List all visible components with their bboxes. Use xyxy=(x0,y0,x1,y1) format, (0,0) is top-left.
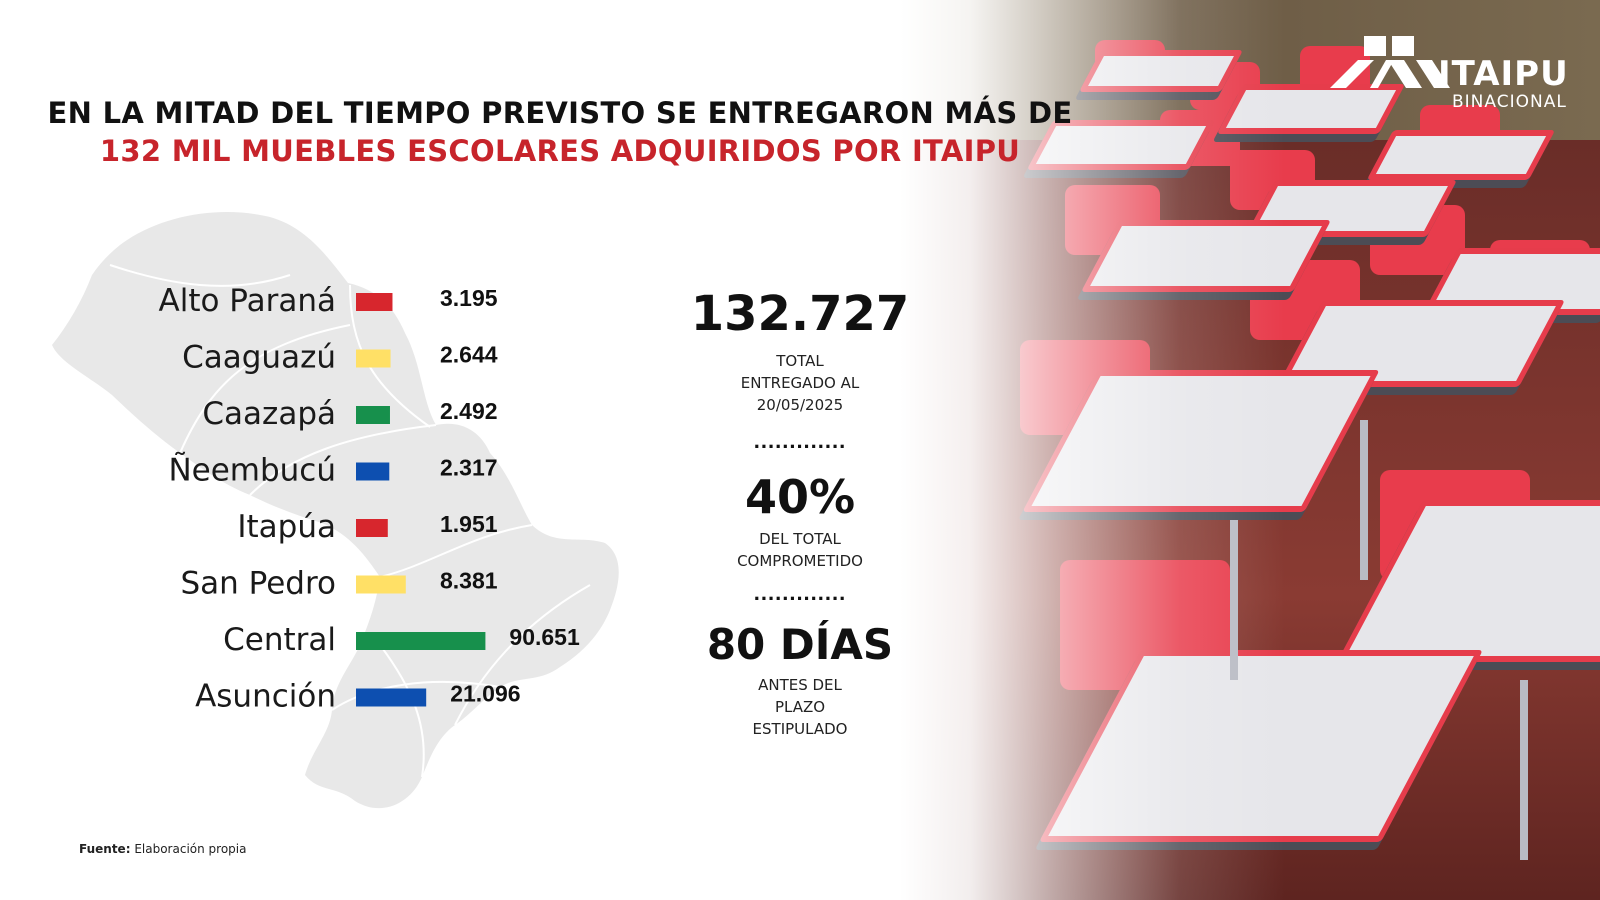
value-label: 8.381 xyxy=(440,568,498,594)
stat-percent-value: 40% xyxy=(744,470,856,524)
category-label: Caaguazú xyxy=(182,340,336,376)
separator-2: ............. xyxy=(753,580,847,605)
bar xyxy=(356,688,427,707)
value-label: 1.951 xyxy=(440,511,498,537)
itaipu-logo xyxy=(1330,36,1450,88)
category-label: Caazapá xyxy=(202,396,336,432)
bar xyxy=(356,632,486,650)
value-label: 21.096 xyxy=(450,681,520,707)
stat-total-line-1: TOTAL xyxy=(776,352,824,370)
stat-total-value: 132.727 xyxy=(690,286,910,342)
logo-subtitle: BINACIONAL xyxy=(1452,92,1567,112)
stat-total-line-3: 20/05/2025 xyxy=(756,396,844,414)
bar xyxy=(356,349,391,368)
value-label: 2.644 xyxy=(440,342,498,368)
map-shape xyxy=(52,212,619,809)
stat-days-value: 80 DÍAS xyxy=(706,620,894,669)
source-note: Fuente: Elaboración propia xyxy=(79,842,246,856)
stat-percent-line-2: COMPROMETIDO xyxy=(737,552,863,570)
category-label: Itapúa xyxy=(237,509,336,545)
bar xyxy=(356,519,388,537)
stat-total-line-2: ENTREGADO AL xyxy=(740,374,860,392)
value-label: 3.195 xyxy=(440,285,498,311)
bar xyxy=(356,293,393,311)
category-label: Central xyxy=(223,622,336,658)
value-label: 2.492 xyxy=(440,398,498,424)
bar xyxy=(356,406,390,424)
category-label: San Pedro xyxy=(180,566,336,602)
bar xyxy=(356,462,390,481)
source-label: Fuente: xyxy=(79,842,131,856)
category-label: Asunción xyxy=(195,679,336,715)
stat-days-line-1: ANTES DEL xyxy=(758,676,842,694)
category-label: Ñeembucú xyxy=(168,453,336,489)
stat-percent-line-1: DEL TOTAL xyxy=(759,530,841,548)
value-label: 90.651 xyxy=(509,624,580,650)
category-label: Alto Paraná xyxy=(159,283,336,319)
value-label: 2.317 xyxy=(440,455,498,481)
title-line-1: EN LA MITAD DEL TIEMPO PREVISTO SE ENTRE… xyxy=(47,96,1073,130)
stat-days-line-2: PLAZO xyxy=(774,698,826,716)
stat-days-line-3: ESTIPULADO xyxy=(752,720,848,738)
separator-1: ............. xyxy=(753,428,847,453)
logo-wordmark: ITAIPU xyxy=(1438,54,1569,94)
bar-chart: Alto Paraná 3.195 Caaguazú 2.644 Caazapá 2.49… xyxy=(159,283,580,715)
bar xyxy=(356,575,406,594)
source-text: Elaboración propia xyxy=(134,842,247,856)
title-line-2: 132 MIL MUEBLES ESCOLARES ADQUIRIDOS POR… xyxy=(99,134,1021,168)
